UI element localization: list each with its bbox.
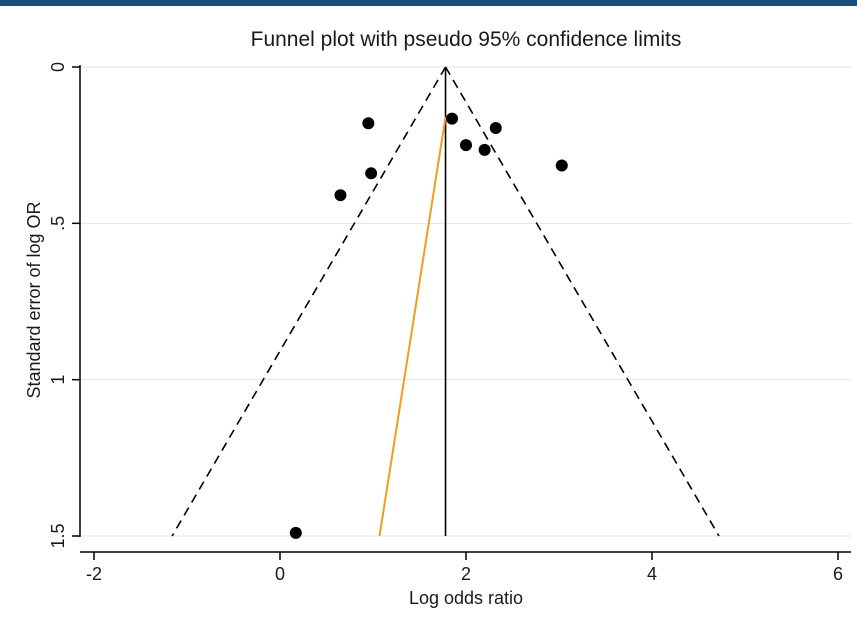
data-point [289,526,302,539]
x-tick-label: 4 [647,564,657,584]
x-axis-label: Log odds ratio [409,588,523,608]
data-point [446,112,459,125]
axes: 0 .5 1 1.5 -2 0 2 4 6 [48,62,851,584]
funnel-right-limit [444,66,720,537]
data-point [334,189,347,202]
y-tick-label: 1.5 [48,523,68,548]
funnel-left-limit [171,66,447,537]
chart-title: Funnel plot with pseudo 95% confidence l… [251,28,682,51]
data-point [362,117,375,130]
x-tick-label: 6 [833,564,843,584]
data-point [460,139,472,152]
data-point [489,121,502,134]
x-tick-label: 0 [275,564,285,584]
y-tick-label: .5 [48,216,68,231]
data-point [365,167,378,180]
data-points [289,112,568,539]
data-point [478,143,491,156]
trend-line [378,116,447,537]
y-tick-label: 0 [48,62,68,72]
funnel-plot: Funnel plot with pseudo 95% confidence l… [24,28,851,608]
x-tick-label: 2 [461,564,471,584]
grid-lines [80,66,851,537]
y-axis-label: Standard error of log OR [24,201,44,398]
data-point [555,159,568,172]
reference-lines [171,66,720,537]
y-tick-label: 1 [48,375,68,385]
x-tick-label: -2 [86,564,102,584]
